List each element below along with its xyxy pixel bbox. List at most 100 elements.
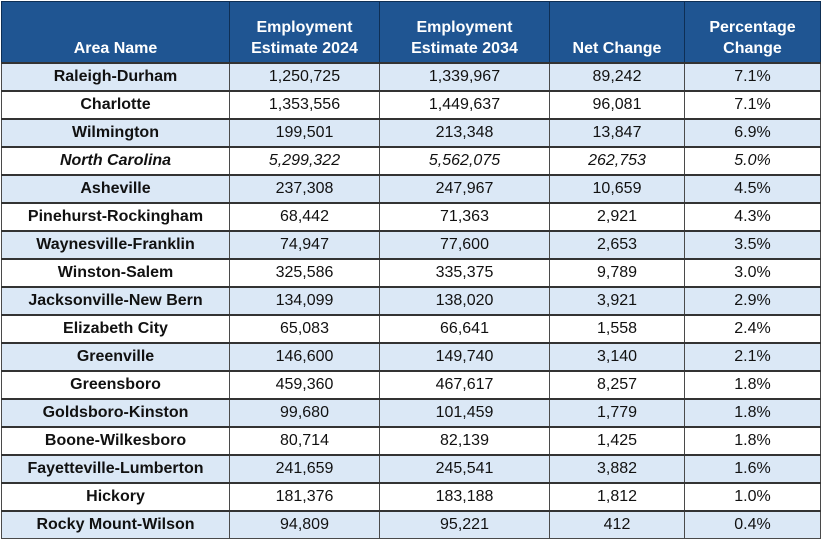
table-row: Hickory 181,376 183,188 1,812 1.0% xyxy=(1,482,821,512)
table-row: Charlotte 1,353,556 1,449,637 96,081 7.1% xyxy=(1,90,821,120)
area-name-cell: Greenville xyxy=(1,342,230,372)
percentage-change-cell: 4.3% xyxy=(684,202,821,232)
header-row: Area Name Employment Estimate 2024 Employ… xyxy=(1,1,821,63)
header-percentage-change: Percentage Change xyxy=(684,1,821,63)
table-row: Asheville 237,308 247,967 10,659 4.5% xyxy=(1,174,821,204)
area-name-cell: Waynesville-Franklin xyxy=(1,230,230,260)
table-row: Winston-Salem 325,586 335,375 9,789 3.0% xyxy=(1,258,821,288)
area-name-cell: Boone-Wilkesboro xyxy=(1,426,230,456)
table-row-state-total: North Carolina 5,299,322 5,562,075 262,753 5… xyxy=(1,146,821,176)
estimate-2034-cell: 149,740 xyxy=(379,342,550,372)
table-row: Greensboro 459,360 467,617 8,257 1.8% xyxy=(1,370,821,400)
header-estimate-2024: Employment Estimate 2024 xyxy=(229,1,380,63)
percentage-change-cell: 5.0% xyxy=(684,146,821,176)
net-change-cell: 1,812 xyxy=(549,482,685,512)
estimate-2034-cell: 138,020 xyxy=(379,286,550,316)
table-row: Boone-Wilkesboro 80,714 82,139 1,425 1.8% xyxy=(1,426,821,456)
estimate-2024-cell: 237,308 xyxy=(229,174,380,204)
header-line2: Area Name xyxy=(73,40,158,57)
header-line2: Estimate 2034 xyxy=(411,40,518,57)
percentage-change-cell: 4.5% xyxy=(684,174,821,204)
area-name-cell: Goldsboro-Kinston xyxy=(1,398,230,428)
estimate-2034-cell: 77,600 xyxy=(379,230,550,260)
percentage-change-cell: 1.8% xyxy=(684,398,821,428)
net-change-cell: 262,753 xyxy=(549,146,685,176)
table-row: Waynesville-Franklin 74,947 77,600 2,653 3.5… xyxy=(1,230,821,260)
estimate-2024-cell: 65,083 xyxy=(229,314,380,344)
percentage-change-cell: 1.0% xyxy=(684,482,821,512)
area-name-cell: Winston-Salem xyxy=(1,258,230,288)
net-change-cell: 10,659 xyxy=(549,174,685,204)
table-row: Elizabeth City 65,083 66,641 1,558 2.4% xyxy=(1,314,821,344)
estimate-2024-cell: 1,250,725 xyxy=(229,62,380,92)
header-line1: Percentage xyxy=(709,19,796,36)
table-row: Fayetteville-Lumberton 241,659 245,541 3,88… xyxy=(1,454,821,484)
header-line1: Employment xyxy=(416,19,513,36)
percentage-change-cell: 3.0% xyxy=(684,258,821,288)
estimate-2024-cell: 68,442 xyxy=(229,202,380,232)
estimate-2034-cell: 335,375 xyxy=(379,258,550,288)
header-estimate-2034: Employment Estimate 2034 xyxy=(379,1,550,63)
estimate-2034-cell: 183,188 xyxy=(379,482,550,512)
header-area-name: Area Name xyxy=(1,1,230,63)
estimate-2024-cell: 241,659 xyxy=(229,454,380,484)
estimate-2034-cell: 71,363 xyxy=(379,202,550,232)
header-line2: Net Change xyxy=(572,40,662,57)
area-name-cell: Charlotte xyxy=(1,90,230,120)
estimate-2024-cell: 199,501 xyxy=(229,118,380,148)
net-change-cell: 1,558 xyxy=(549,314,685,344)
header-net-change: Net Change xyxy=(549,1,685,63)
net-change-cell: 2,921 xyxy=(549,202,685,232)
estimate-2034-cell: 1,339,967 xyxy=(379,62,550,92)
percentage-change-cell: 7.1% xyxy=(684,62,821,92)
estimate-2024-cell: 74,947 xyxy=(229,230,380,260)
estimate-2034-cell: 5,562,075 xyxy=(379,146,550,176)
net-change-cell: 89,242 xyxy=(549,62,685,92)
header-line2: Estimate 2024 xyxy=(251,40,358,57)
estimate-2024-cell: 325,586 xyxy=(229,258,380,288)
estimate-2024-cell: 146,600 xyxy=(229,342,380,372)
net-change-cell: 3,882 xyxy=(549,454,685,484)
estimate-2024-cell: 80,714 xyxy=(229,426,380,456)
area-name-cell: Asheville xyxy=(1,174,230,204)
percentage-change-cell: 1.8% xyxy=(684,426,821,456)
area-name-cell: Wilmington xyxy=(1,118,230,148)
table-body: Raleigh-Durham 1,250,725 1,339,967 89,242 7.… xyxy=(1,62,821,539)
percentage-change-cell: 7.1% xyxy=(684,90,821,120)
percentage-change-cell: 1.8% xyxy=(684,370,821,400)
net-change-cell: 2,653 xyxy=(549,230,685,260)
net-change-cell: 96,081 xyxy=(549,90,685,120)
percentage-change-cell: 2.4% xyxy=(684,314,821,344)
percentage-change-cell: 2.9% xyxy=(684,286,821,316)
percentage-change-cell: 3.5% xyxy=(684,230,821,260)
estimate-2024-cell: 1,353,556 xyxy=(229,90,380,120)
table-row: Wilmington 199,501 213,348 13,847 6.9% xyxy=(1,118,821,148)
percentage-change-cell: 6.9% xyxy=(684,118,821,148)
estimate-2034-cell: 245,541 xyxy=(379,454,550,484)
area-name-cell: North Carolina xyxy=(1,146,230,176)
estimate-2034-cell: 1,449,637 xyxy=(379,90,550,120)
area-name-cell: Greensboro xyxy=(1,370,230,400)
net-change-cell: 1,425 xyxy=(549,426,685,456)
table-row: Raleigh-Durham 1,250,725 1,339,967 89,242 7.… xyxy=(1,62,821,92)
net-change-cell: 9,789 xyxy=(549,258,685,288)
header-line2: Change xyxy=(723,40,782,57)
estimate-2034-cell: 467,617 xyxy=(379,370,550,400)
net-change-cell: 3,140 xyxy=(549,342,685,372)
table-row: Jacksonville-New Bern 134,099 138,020 3,921… xyxy=(1,286,821,316)
percentage-change-cell: 1.6% xyxy=(684,454,821,484)
estimate-2034-cell: 66,641 xyxy=(379,314,550,344)
area-name-cell: Fayetteville-Lumberton xyxy=(1,454,230,484)
net-change-cell: 8,257 xyxy=(549,370,685,400)
estimate-2034-cell: 82,139 xyxy=(379,426,550,456)
net-change-cell: 3,921 xyxy=(549,286,685,316)
area-name-cell: Jacksonville-New Bern xyxy=(1,286,230,316)
area-name-cell: Pinehurst-Rockingham xyxy=(1,202,230,232)
table-row: Goldsboro-Kinston 99,680 101,459 1,779 1.8% xyxy=(1,398,821,428)
area-name-cell: Elizabeth City xyxy=(1,314,230,344)
area-name-cell: Raleigh-Durham xyxy=(1,62,230,92)
estimate-2034-cell: 101,459 xyxy=(379,398,550,428)
estimate-2024-cell: 134,099 xyxy=(229,286,380,316)
